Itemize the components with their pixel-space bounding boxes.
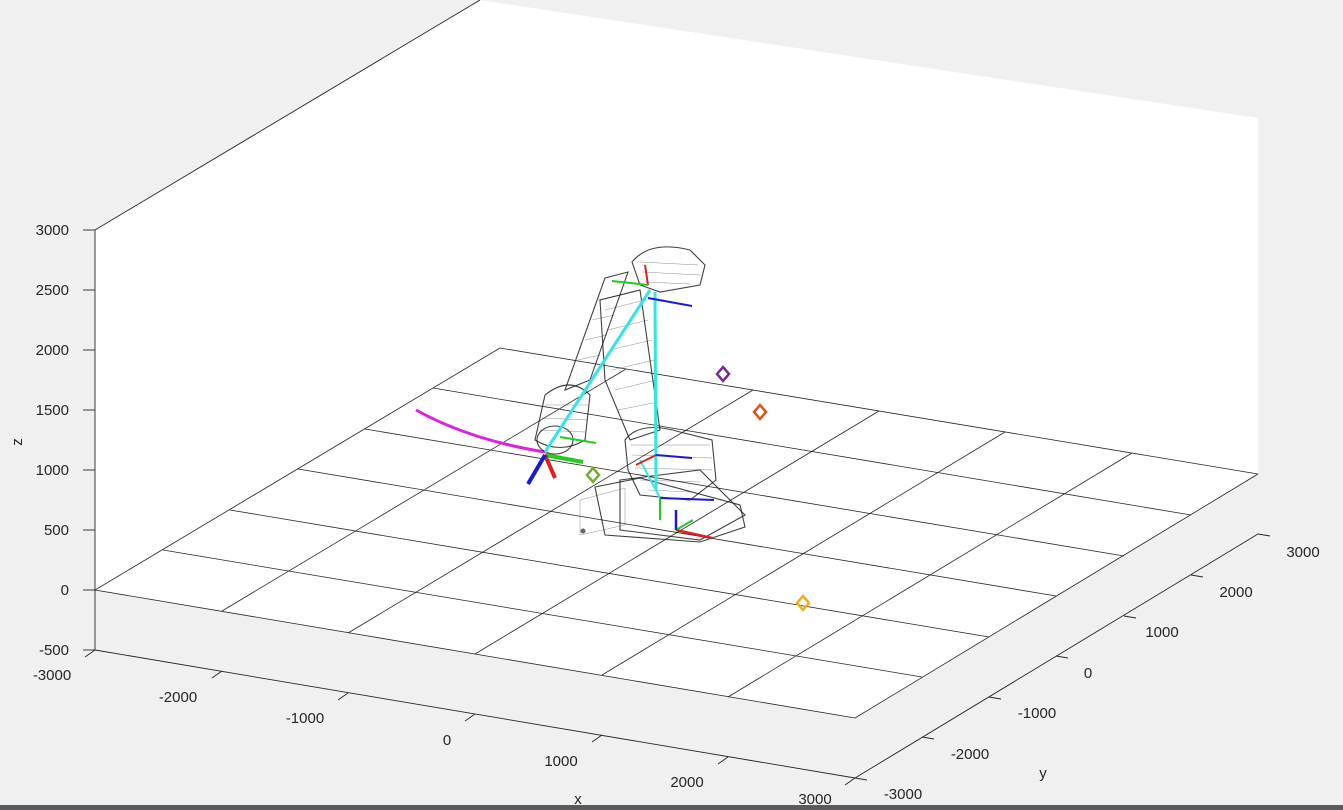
z-tick-label: 2000 (36, 342, 69, 359)
y-tick-label: 2000 (1219, 584, 1252, 601)
x-tick-label: -2000 (159, 689, 197, 706)
y-tick-label: -1000 (1018, 705, 1056, 722)
x-tick-labels: -3000 -2000 -1000 0 1000 2000 3000 (33, 667, 832, 805)
markers (580, 365, 811, 612)
y-tick-label: 0 (1084, 665, 1092, 682)
y-tick-label: 3000 (1286, 544, 1319, 561)
z-tick-label: 0 (61, 582, 69, 599)
small-point (580, 528, 586, 534)
coordinate-triads (526, 264, 715, 540)
x-tick-label: 3000 (798, 791, 831, 805)
z-tick-label: 500 (44, 522, 69, 539)
y-tick-label: -2000 (951, 746, 989, 763)
z-tick-label: 1500 (36, 402, 69, 419)
z-tick-label: 2500 (36, 282, 69, 299)
z-tick-labels: 3000 2500 2000 1500 1000 500 0 -500 (36, 222, 69, 659)
y-tick-label: 1000 (1145, 624, 1178, 641)
y-ticks (854, 533, 1271, 781)
x-ticks (84, 649, 856, 786)
z-tick-label: 3000 (36, 222, 69, 239)
y-axis-label: y (1039, 765, 1047, 782)
x-tick-label: -3000 (33, 667, 71, 684)
status-bar (0, 805, 1343, 810)
z-axis-label: z (9, 438, 26, 446)
link-frames (543, 289, 661, 499)
marker-green (585, 466, 601, 484)
z-ticks (83, 229, 95, 651)
z-tick-label: 1000 (36, 462, 69, 479)
end-effector-path (415, 408, 546, 454)
floor-grid (94, 347, 1259, 719)
x-tick-label: 1000 (544, 753, 577, 770)
z-tick-label: -500 (39, 642, 69, 659)
marker-yellow (795, 594, 811, 612)
x-tick-label: 2000 (670, 774, 703, 791)
y-tick-labels: -3000 -2000 -1000 0 1000 2000 3000 (884, 544, 1320, 803)
x-tick-label: -1000 (286, 710, 324, 727)
y-tick-label: -3000 (884, 786, 922, 803)
x-axis-label: x (574, 791, 582, 805)
marker-orange (752, 403, 768, 421)
marker-purple (715, 365, 731, 383)
x-tick-label: 0 (443, 732, 451, 749)
